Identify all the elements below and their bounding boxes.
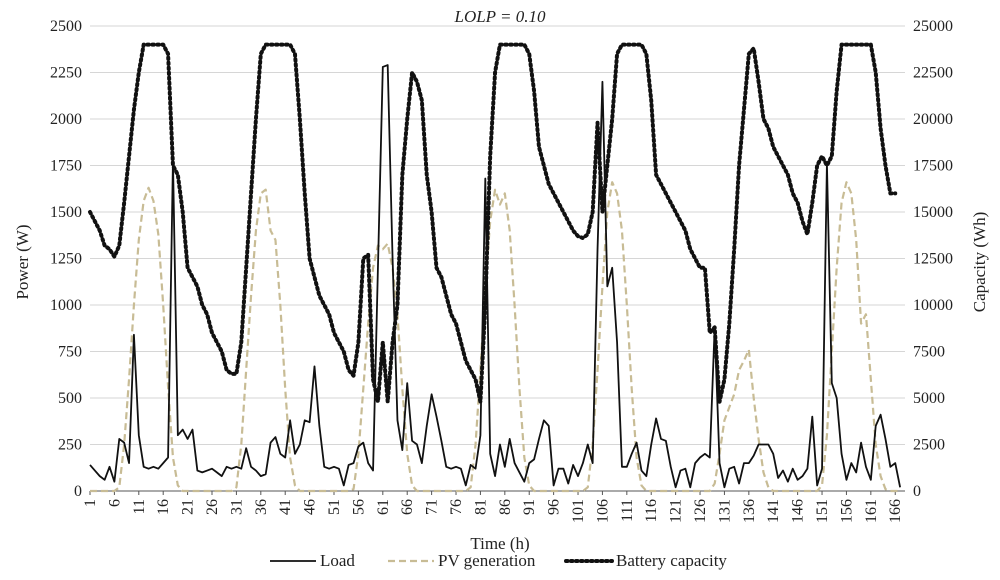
series-line-load	[89, 64, 902, 489]
y2-tick-label: 0	[913, 483, 921, 500]
x-tick-label: 41	[277, 499, 294, 515]
y-tick-label: 1250	[50, 251, 82, 268]
y-tick-label: 1000	[50, 297, 82, 314]
y2-tick-label: 22500	[913, 65, 953, 82]
y2-tick-label: 7500	[913, 344, 945, 361]
y2-tick-label: 2500	[913, 437, 945, 454]
x-tick-label: 136	[741, 499, 758, 523]
y-tick-label: 500	[58, 390, 82, 407]
gridlines	[90, 25, 905, 445]
y2-axis-title: Capacity (Wh)	[970, 212, 989, 313]
x-tick-label: 116	[643, 499, 660, 522]
x-tick-label: 61	[375, 499, 392, 515]
legend-label: Load	[320, 551, 355, 570]
x-tick-label: 161	[863, 499, 880, 523]
legend: Load PV generation Battery capacity	[270, 551, 727, 570]
x-tick-label: 91	[521, 499, 538, 515]
x-tick-label: 31	[228, 499, 245, 515]
x-tick-label: 46	[302, 499, 319, 515]
x-tick-label: 76	[448, 499, 465, 515]
x-tick-label: 111	[619, 499, 636, 522]
y-tick-label: 1750	[50, 158, 82, 175]
x-tick-label: 11	[131, 499, 148, 514]
x-tick-label: 156	[838, 499, 855, 523]
legend-label: PV generation	[438, 551, 536, 570]
y2-tick-label: 5000	[913, 390, 945, 407]
x-tick-label: 121	[668, 499, 685, 523]
y-tick-label: 0	[74, 483, 82, 500]
y2-tick-label: 15000	[913, 204, 953, 221]
x-tick-label: 71	[424, 499, 441, 515]
x-tick-label: 36	[253, 499, 270, 515]
x-tick-label: 81	[472, 499, 489, 515]
y-tick-label: 750	[58, 344, 82, 361]
x-tick-label: 21	[180, 499, 197, 515]
x-tick-label: 131	[716, 499, 733, 523]
y-tick-label: 250	[58, 437, 82, 454]
y2-tick-label: 20000	[913, 111, 953, 128]
x-tick-label: 151	[814, 499, 831, 523]
y2-tick-label: 17500	[913, 158, 953, 175]
x-tick-label: 101	[570, 499, 587, 523]
x-axis-title: Time (h)	[470, 534, 529, 553]
x-tick-label: 66	[399, 499, 416, 515]
x-tick-label: 26	[204, 499, 221, 515]
y2-tick-label: 12500	[913, 251, 953, 268]
chart-title: LOLP = 0.10	[454, 7, 546, 26]
y2-tick-label: 10000	[913, 297, 953, 314]
series-line-pv-generation	[90, 181, 901, 493]
x-tick-label: 106	[594, 499, 611, 523]
axes: 0250500750100012501500175020002250250002…	[50, 18, 953, 523]
y-tick-label: 2000	[50, 111, 82, 128]
x-tick-label: 1	[82, 499, 99, 507]
y2-tick-label: 25000	[913, 18, 953, 35]
x-tick-label: 51	[326, 499, 343, 515]
x-tick-label: 56	[350, 499, 367, 515]
x-tick-label: 16	[155, 499, 172, 515]
x-tick-label: 166	[887, 499, 904, 523]
y-tick-label: 2500	[50, 18, 82, 35]
y-tick-label: 1500	[50, 204, 82, 221]
y-axis-title: Power (W)	[13, 224, 32, 299]
x-tick-label: 141	[765, 499, 782, 523]
x-tick-label: 146	[790, 499, 807, 523]
legend-label: Battery capacity	[616, 551, 727, 570]
x-tick-label: 86	[497, 499, 514, 515]
y-tick-label: 2250	[50, 65, 82, 82]
x-tick-label: 96	[546, 499, 563, 515]
x-tick-label: 6	[106, 499, 123, 507]
series-line-battery-capacity	[88, 42, 898, 404]
x-tick-label: 126	[692, 499, 709, 523]
series-lines	[88, 42, 902, 493]
